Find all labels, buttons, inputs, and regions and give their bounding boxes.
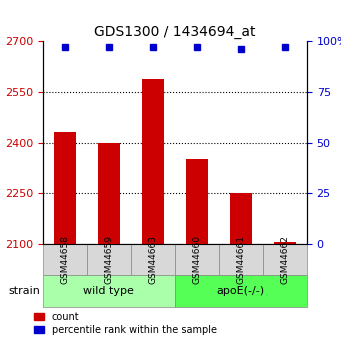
- FancyBboxPatch shape: [43, 275, 175, 307]
- FancyBboxPatch shape: [175, 244, 219, 275]
- Text: apoE(-/-): apoE(-/-): [217, 286, 265, 296]
- Text: strain: strain: [9, 286, 41, 296]
- Text: GSM44658: GSM44658: [60, 235, 69, 284]
- Text: GSM44661: GSM44661: [236, 235, 245, 284]
- Text: GSM44662: GSM44662: [280, 235, 290, 284]
- FancyBboxPatch shape: [175, 275, 307, 307]
- Bar: [54, 132, 76, 244]
- Bar: [98, 142, 120, 244]
- Text: GSM44659: GSM44659: [104, 235, 113, 284]
- FancyBboxPatch shape: [263, 244, 307, 275]
- FancyBboxPatch shape: [87, 244, 131, 275]
- Bar: [274, 242, 296, 244]
- Bar: [186, 159, 208, 244]
- Bar: [142, 79, 164, 244]
- Text: GSM44660: GSM44660: [192, 235, 201, 284]
- Bar: [230, 193, 252, 244]
- Title: GDS1300 / 1434694_at: GDS1300 / 1434694_at: [94, 25, 255, 39]
- Text: wild type: wild type: [83, 286, 134, 296]
- FancyBboxPatch shape: [219, 244, 263, 275]
- Text: GSM44663: GSM44663: [148, 235, 157, 284]
- FancyBboxPatch shape: [43, 244, 87, 275]
- FancyBboxPatch shape: [131, 244, 175, 275]
- Legend: count, percentile rank within the sample: count, percentile rank within the sample: [32, 310, 219, 337]
